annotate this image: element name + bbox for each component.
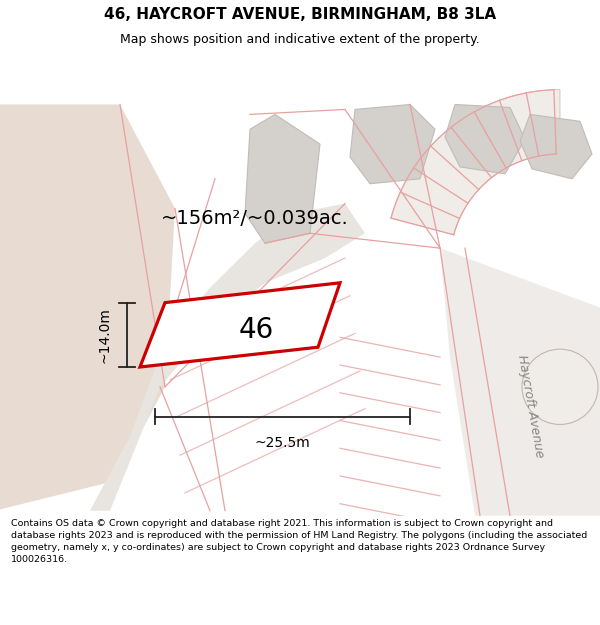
Polygon shape (440, 248, 600, 516)
Polygon shape (391, 89, 560, 235)
Polygon shape (520, 114, 592, 179)
Text: 46: 46 (238, 316, 274, 344)
Polygon shape (445, 104, 525, 174)
Polygon shape (350, 104, 435, 184)
Text: Contains OS data © Crown copyright and database right 2021. This information is : Contains OS data © Crown copyright and d… (11, 519, 587, 564)
Text: ~14.0m: ~14.0m (98, 307, 112, 362)
Polygon shape (140, 282, 340, 367)
Circle shape (522, 349, 598, 424)
Text: 46, HAYCROFT AVENUE, BIRMINGHAM, B8 3LA: 46, HAYCROFT AVENUE, BIRMINGHAM, B8 3LA (104, 7, 496, 22)
Polygon shape (90, 204, 365, 511)
Text: Haycroft Avenue: Haycroft Avenue (515, 354, 545, 459)
Polygon shape (0, 104, 175, 511)
Text: Map shows position and indicative extent of the property.: Map shows position and indicative extent… (120, 33, 480, 46)
Polygon shape (245, 114, 320, 243)
Text: ~156m²/~0.039ac.: ~156m²/~0.039ac. (161, 209, 349, 228)
Text: ~25.5m: ~25.5m (254, 436, 310, 451)
